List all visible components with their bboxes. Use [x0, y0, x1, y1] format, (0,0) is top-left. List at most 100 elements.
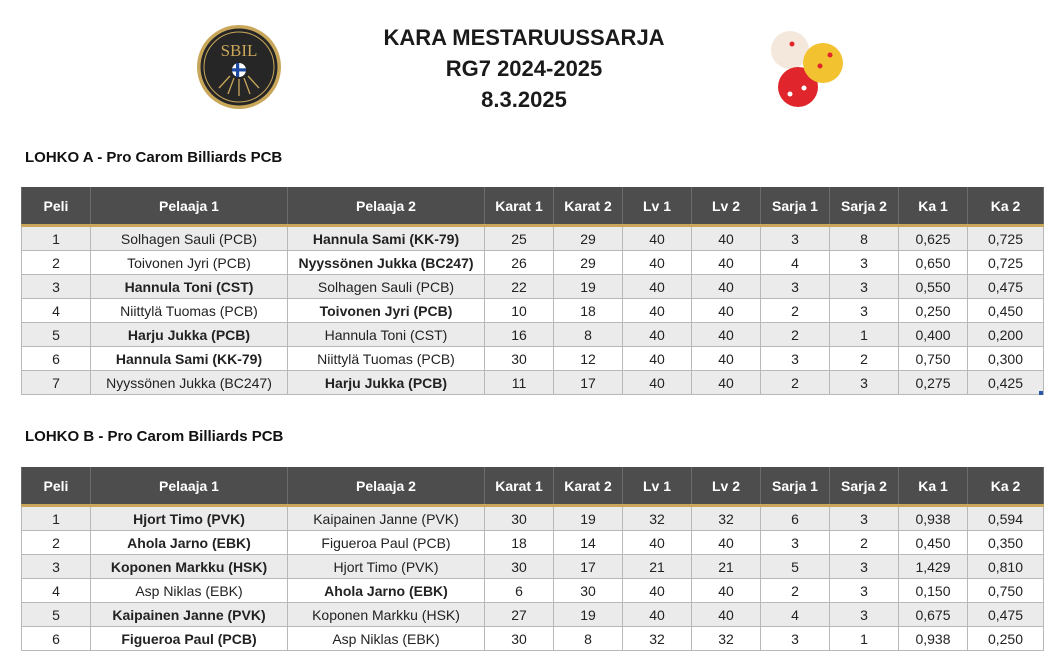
- table-row: 6 Hannula Sami (KK-79) Niittylä Tuomas (PC…: [21, 346, 1044, 371]
- sarja2-cell: 1: [829, 322, 899, 347]
- sarja1-cell: 5: [760, 554, 830, 579]
- sarja1-cell: 3: [760, 626, 830, 651]
- ka1-cell: 0,550: [898, 274, 968, 299]
- lv1-cell: 40: [622, 225, 692, 251]
- table-header-row: Peli Pelaaja 1 Pelaaja 2 Karat 1 Karat 2 Lv 1…: [21, 467, 1044, 507]
- group-b-table: Peli Pelaaja 1 Pelaaja 2 Karat 1 Karat 2 Lv 1…: [21, 467, 1044, 651]
- table-resize-handle[interactable]: [1039, 391, 1043, 395]
- player1-cell: Toivonen Jyri (PCB): [90, 250, 288, 275]
- karat1-cell: 30: [484, 554, 554, 579]
- page-date: 8.3.2025: [481, 87, 567, 112]
- ka1-cell: 0,275: [898, 370, 968, 395]
- column-header: Lv 1: [622, 467, 692, 507]
- table-row: 2 Ahola Jarno (EBK) Figueroa Paul (PCB) 18 1…: [21, 530, 1044, 555]
- ka1-cell: 0,650: [898, 250, 968, 275]
- lv1-cell: 32: [622, 626, 692, 651]
- ka2-cell: 0,725: [967, 225, 1044, 251]
- karat1-cell: 30: [484, 626, 554, 651]
- column-header: Ka 1: [898, 467, 968, 507]
- sarja2-cell: 8: [829, 225, 899, 251]
- page-subtitle: RG7 2024-2025: [445, 56, 603, 81]
- ka1-cell: 0,400: [898, 322, 968, 347]
- player2-cell: Kaipainen Janne (PVK): [287, 505, 485, 531]
- sarja1-cell: 3: [760, 346, 830, 371]
- ka1-cell: 0,675: [898, 602, 968, 627]
- column-header: Ka 1: [898, 187, 968, 227]
- player1-cell: Nyyssönen Jukka (BC247): [90, 370, 288, 395]
- game-number-cell: 7: [21, 370, 91, 395]
- ka2-cell: 0,750: [967, 578, 1044, 603]
- lv1-cell: 40: [622, 370, 692, 395]
- column-header: Ka 2: [967, 467, 1044, 507]
- lv1-cell: 40: [622, 530, 692, 555]
- ka1-cell: 0,938: [898, 505, 968, 531]
- lv2-cell: 40: [691, 578, 761, 603]
- player1-cell: Asp Niklas (EBK): [90, 578, 288, 603]
- lv1-cell: 40: [622, 578, 692, 603]
- column-header: Sarja 1: [760, 467, 830, 507]
- lv2-cell: 40: [691, 298, 761, 323]
- game-number-cell: 4: [21, 578, 91, 603]
- lv2-cell: 32: [691, 626, 761, 651]
- player1-cell: Hannula Sami (KK-79): [90, 346, 288, 371]
- table-row: 1 Solhagen Sauli (PCB) Hannula Sami (KK-79…: [21, 225, 1044, 251]
- lv2-cell: 40: [691, 225, 761, 251]
- table-header-row: Peli Pelaaja 1 Pelaaja 2 Karat 1 Karat 2 Lv 1…: [21, 187, 1044, 227]
- karat1-cell: 25: [484, 225, 554, 251]
- lv2-cell: 40: [691, 602, 761, 627]
- sarja2-cell: 3: [829, 505, 899, 531]
- ka2-cell: 0,350: [967, 530, 1044, 555]
- ka1-cell: 0,450: [898, 530, 968, 555]
- group-b-title: LOHKO B - Pro Carom Billiards PCB: [25, 428, 284, 445]
- player1-cell: Hannula Toni (CST): [90, 274, 288, 299]
- table-row: 7 Nyyssönen Jukka (BC247) Harju Jukka (PCB…: [21, 370, 1044, 395]
- player2-cell: Toivonen Jyri (PCB): [287, 298, 485, 323]
- karat2-cell: 30: [553, 578, 623, 603]
- karat2-cell: 29: [553, 250, 623, 275]
- player2-cell: Ahola Jarno (EBK): [287, 578, 485, 603]
- table-row: 5 Harju Jukka (PCB) Hannula Toni (CST) 16 8 4…: [21, 322, 1044, 347]
- karat1-cell: 22: [484, 274, 554, 299]
- column-header: Karat 2: [553, 467, 623, 507]
- column-header: Karat 1: [484, 187, 554, 227]
- lv1-cell: 40: [622, 250, 692, 275]
- column-header: Karat 2: [553, 187, 623, 227]
- sarja1-cell: 2: [760, 298, 830, 323]
- sarja1-cell: 3: [760, 274, 830, 299]
- lv2-cell: 40: [691, 274, 761, 299]
- sarja1-cell: 2: [760, 578, 830, 603]
- ka1-cell: 0,250: [898, 298, 968, 323]
- ka1-cell: 0,750: [898, 346, 968, 371]
- column-header: Karat 1: [484, 467, 554, 507]
- table-row: 3 Hannula Toni (CST) Solhagen Sauli (PCB) 2…: [21, 274, 1044, 299]
- sarja2-cell: 3: [829, 370, 899, 395]
- player1-cell: Hjort Timo (PVK): [90, 505, 288, 531]
- karat1-cell: 10: [484, 298, 554, 323]
- sarja1-cell: 4: [760, 602, 830, 627]
- ka2-cell: 0,450: [967, 298, 1044, 323]
- lv1-cell: 40: [622, 274, 692, 299]
- karat2-cell: 29: [553, 225, 623, 251]
- sarja1-cell: 4: [760, 250, 830, 275]
- game-number-cell: 2: [21, 250, 91, 275]
- lv1-cell: 40: [622, 602, 692, 627]
- karat1-cell: 11: [484, 370, 554, 395]
- game-number-cell: 5: [21, 602, 91, 627]
- sarja2-cell: 2: [829, 346, 899, 371]
- column-header: Lv 2: [691, 187, 761, 227]
- player1-cell: Koponen Markku (HSK): [90, 554, 288, 579]
- karat2-cell: 17: [553, 370, 623, 395]
- player2-cell: Hjort Timo (PVK): [287, 554, 485, 579]
- lv1-cell: 21: [622, 554, 692, 579]
- karat2-cell: 18: [553, 298, 623, 323]
- sarja2-cell: 3: [829, 298, 899, 323]
- column-header: Pelaaja 2: [287, 467, 485, 507]
- sarja2-cell: 3: [829, 602, 899, 627]
- column-header: Peli: [21, 467, 91, 507]
- karat1-cell: 26: [484, 250, 554, 275]
- karat1-cell: 6: [484, 578, 554, 603]
- billiard-balls-icon: [771, 31, 843, 107]
- ka2-cell: 0,425: [967, 370, 1044, 395]
- player2-cell: Niittylä Tuomas (PCB): [287, 346, 485, 371]
- sarja1-cell: 3: [760, 225, 830, 251]
